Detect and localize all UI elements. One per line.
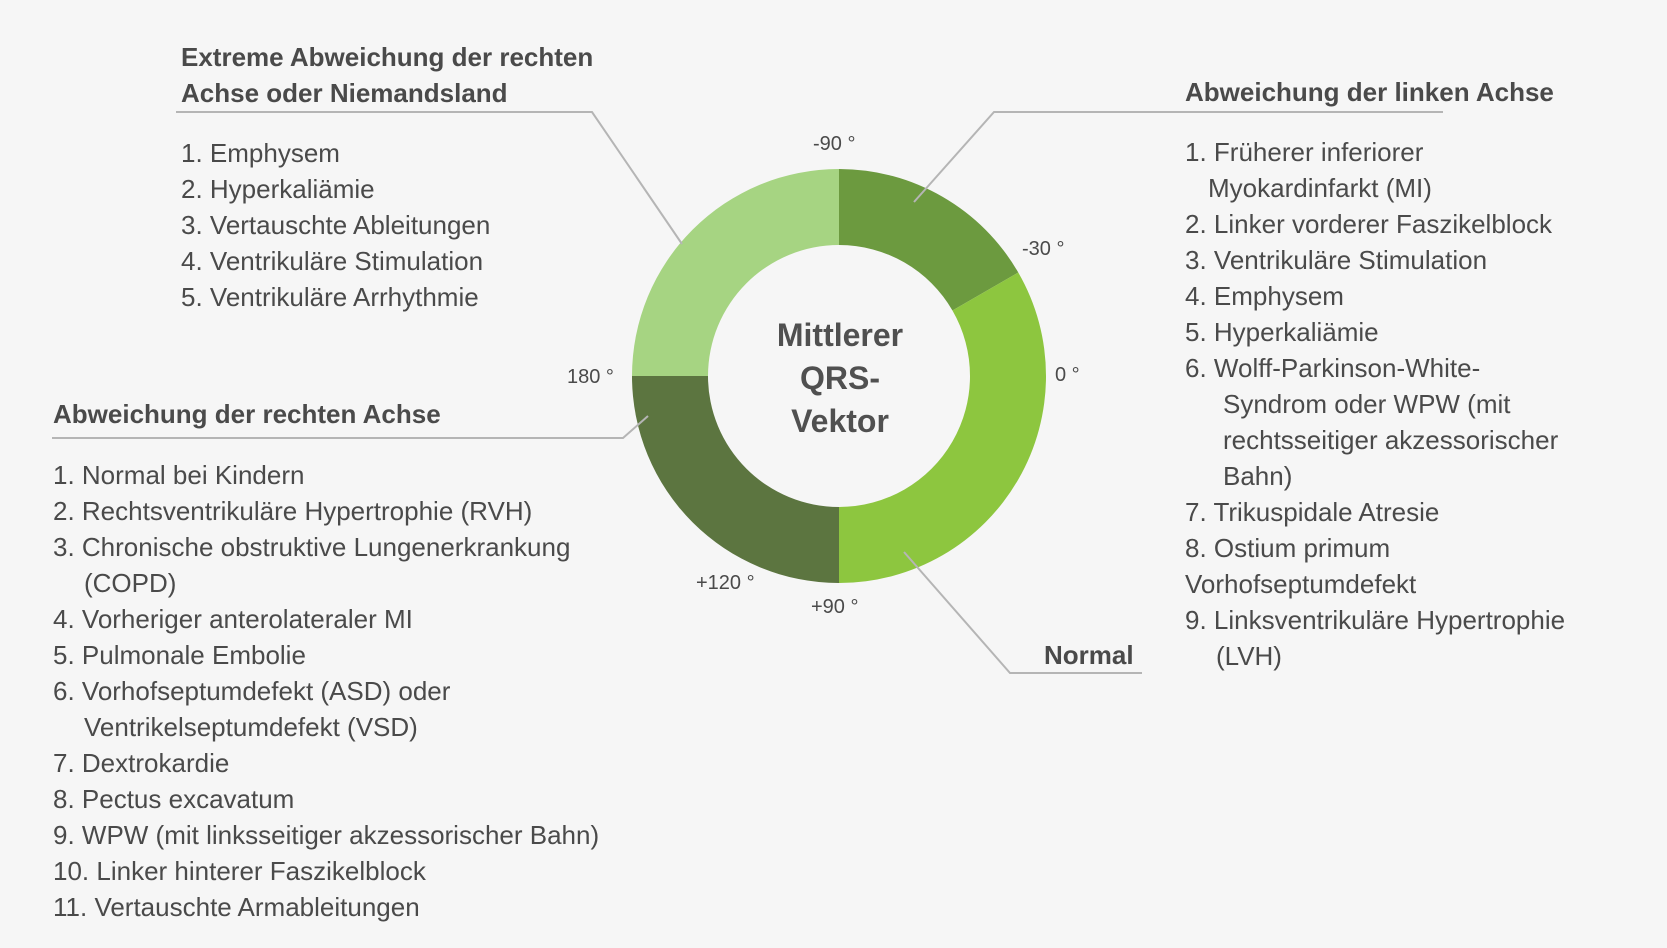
list-item: 2. Linker vorderer Faszikelblock xyxy=(1185,206,1565,242)
item-line: 3. Chronische obstruktive Lungenerkranku… xyxy=(53,532,571,562)
item-line: 1. Früherer inferiorer xyxy=(1185,137,1424,167)
center-label-line: Vektor xyxy=(791,403,889,439)
item-line: Ventrikelseptumdefekt (VSD) xyxy=(84,712,418,742)
item-line: 10. Linker hinterer Faszikelblock xyxy=(53,856,426,886)
center-label-line: Mittlerer xyxy=(776,317,904,353)
list-item: 6. Vorhofseptumdefekt (ASD) oder Ventrik… xyxy=(53,673,599,745)
item-line: 6. Wolff-Parkinson-White- xyxy=(1185,353,1481,383)
list-item: 9. Linksventrikuläre Hypertrophie (LVH) xyxy=(1185,602,1565,674)
item-line: 6. Vorhofseptumdefekt (ASD) oder xyxy=(53,676,451,706)
item-line: 5. Hyperkaliämie xyxy=(1185,317,1379,347)
list-item: 10. Linker hinterer Faszikelblock xyxy=(53,853,599,889)
item-line: 9. Linksventrikuläre Hypertrophie xyxy=(1185,605,1566,635)
item-line: 7. Trikuspidale Atresie xyxy=(1185,497,1440,527)
item-line: 8. Pectus excavatum xyxy=(53,784,295,814)
degree-label-180: 180 ° xyxy=(567,366,614,388)
segment-left-axis xyxy=(839,169,1019,311)
list-item: 2. Rechtsventrikuläre Hypertrophie (RVH) xyxy=(53,493,599,529)
right-axis-heading: Abweichung der rechten Achse xyxy=(53,399,441,429)
item-line: 1. Normal bei Kindern xyxy=(53,460,305,490)
list-item: 9. WPW (mit linksseitiger akzessorischer… xyxy=(53,817,599,853)
list-item: 3. Vertauschte Ableitungen xyxy=(181,210,491,240)
leader-line-left-axis xyxy=(913,111,1443,203)
list-item: 1. Normal bei Kindern xyxy=(53,457,599,493)
list-item: 2. Hyperkaliämie xyxy=(181,174,375,204)
list-item: 11. Vertauschte Armableitungen xyxy=(53,889,599,925)
list-item: 5. Hyperkaliämie xyxy=(1185,314,1565,350)
item-line: 4. Vorheriger anterolateraler MI xyxy=(53,604,413,634)
leader-line-extreme xyxy=(176,111,683,245)
heading-line: Achse oder Niemandsland xyxy=(181,78,508,108)
item-line: rechtsseitiger akzessorischer xyxy=(1223,425,1559,455)
right-axis-list: 1. Normal bei Kindern 2. Rechtsventrikul… xyxy=(53,457,599,925)
item-line: 2. Rechtsventrikuläre Hypertrophie (RVH) xyxy=(53,496,533,526)
item-line: Vorhofseptumdefekt xyxy=(1185,569,1417,599)
item-line: 8. Ostium primum xyxy=(1185,533,1391,563)
item-line: Myokardinfarkt (MI) xyxy=(1208,173,1432,203)
list-item: 1. Früherer inferiorer Myokardinfarkt (M… xyxy=(1185,134,1565,206)
extreme-axis-heading: Extreme Abweichung der rechten Achse ode… xyxy=(181,39,593,111)
item-line: 2. Linker vorderer Faszikelblock xyxy=(1185,209,1553,239)
list-item: 5. Ventrikuläre Arrhythmie xyxy=(181,282,479,312)
item-line: 5. Pulmonale Embolie xyxy=(53,640,306,670)
leader-line-normal xyxy=(903,551,1142,674)
normal-heading: Normal xyxy=(1044,640,1134,670)
item-line: Bahn) xyxy=(1223,461,1293,491)
list-item: 7. Trikuspidale Atresie xyxy=(1185,494,1565,530)
extreme-axis-list: 1. Emphysem 2. Hyperkaliämie 3. Vertausc… xyxy=(181,135,490,315)
list-item: 4. Emphysem xyxy=(1185,278,1565,314)
center-label: Mittlerer QRS- Vektor xyxy=(740,314,940,443)
list-item: 6. Wolff-Parkinson-White- Syndrom oder W… xyxy=(1185,350,1565,494)
degree-label-zero: 0 ° xyxy=(1055,364,1080,386)
list-item: 3. Ventrikuläre Stimulation xyxy=(1185,242,1565,278)
item-line: 7. Dextrokardie xyxy=(53,748,230,778)
item-line: Syndrom oder WPW (mit xyxy=(1223,389,1511,419)
leader-line-right-axis xyxy=(52,415,649,439)
left-axis-list: 1. Früherer inferiorer Myokardinfarkt (M… xyxy=(1185,134,1565,674)
list-item: 8. Pectus excavatum xyxy=(53,781,599,817)
list-item: 1. Emphysem xyxy=(181,138,340,168)
item-line: 11. Vertauschte Armableitungen xyxy=(53,892,420,922)
item-line: 9. WPW (mit linksseitiger akzessorischer… xyxy=(53,820,600,850)
degree-label-plus90: +90 ° xyxy=(811,596,859,618)
list-item: 5. Pulmonale Embolie xyxy=(53,637,599,673)
degree-label-minus30: -30 ° xyxy=(1022,238,1065,260)
heading-line: Extreme Abweichung der rechten xyxy=(181,42,594,72)
list-item: 3. Chronische obstruktive Lungenerkranku… xyxy=(53,529,599,601)
list-item: 4. Ventrikuläre Stimulation xyxy=(181,246,484,276)
segment-normal xyxy=(839,272,1047,583)
segment-extreme-axis xyxy=(632,169,839,376)
item-line: 4. Emphysem xyxy=(1185,281,1344,311)
item-line: 3. Ventrikuläre Stimulation xyxy=(1185,245,1488,275)
center-label-line: QRS- xyxy=(800,360,880,396)
degree-label-minus90: -90 ° xyxy=(813,133,856,155)
segment-right-axis xyxy=(632,376,839,583)
left-axis-heading: Abweichung der linken Achse xyxy=(1185,77,1554,107)
list-item: 4. Vorheriger anterolateraler MI xyxy=(53,601,599,637)
list-item: 8. Ostium primum Vorhofseptumdefekt xyxy=(1185,530,1565,602)
item-line: (LVH) xyxy=(1216,641,1282,671)
degree-label-plus120: +120 ° xyxy=(696,572,755,594)
list-item: 7. Dextrokardie xyxy=(53,745,599,781)
item-line: (COPD) xyxy=(84,568,177,598)
